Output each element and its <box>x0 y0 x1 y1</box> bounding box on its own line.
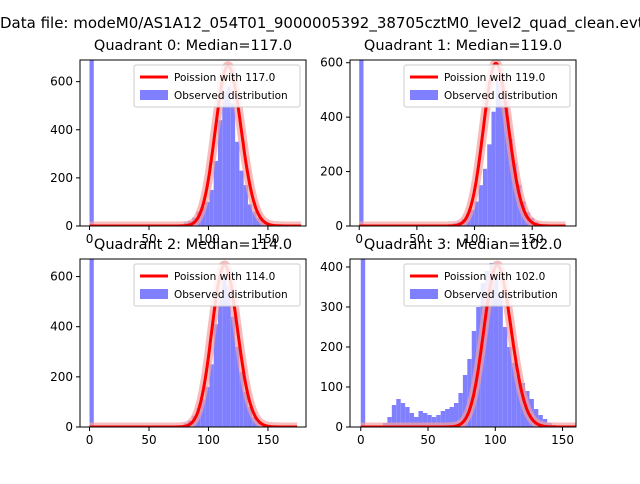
y-tick-label: 400 <box>50 123 73 137</box>
histogram-bar <box>209 190 213 226</box>
y-tick-label: 0 <box>335 420 343 434</box>
histogram-bar <box>491 112 495 226</box>
y-tick-label: 600 <box>50 270 73 284</box>
y-tick-label: 200 <box>320 340 343 354</box>
histogram-bar <box>222 91 226 226</box>
legend-swatch-bar <box>410 90 438 100</box>
subplot-quadrant-2: 0 50 100 150 0 200 400 600 Quadrant 2: Median=11… <box>50 237 306 447</box>
histogram-bar <box>479 185 483 226</box>
y-tick-label: 0 <box>65 420 73 434</box>
subplot-title: Quadrant 3: Median=102.0 <box>364 237 562 253</box>
histogram-bar <box>483 169 487 226</box>
y-tick-label: 200 <box>50 370 73 384</box>
x-tick-label: 0 <box>357 433 365 447</box>
histogram-bar <box>503 327 507 427</box>
x-tick-label: 100 <box>484 433 507 447</box>
y-tick-label: 0 <box>335 219 343 233</box>
histogram-bar <box>487 144 491 226</box>
figure-suptitle: Data file: modeM0/AS1A12_054T01_90000053… <box>0 14 640 32</box>
y-tick-label: 400 <box>320 260 343 274</box>
legend-label-poisson: Poission with 117.0 <box>174 72 275 84</box>
legend-label-observed: Observed distribution <box>174 289 288 301</box>
y-tick-label: 100 <box>320 380 343 394</box>
legend-label-observed: Observed distribution <box>444 289 558 301</box>
y-tick-label: 200 <box>50 171 73 185</box>
histogram-bar <box>218 297 222 427</box>
y-tick-label: 300 <box>320 300 343 314</box>
x-tick-label: 150 <box>551 433 574 447</box>
y-tick-label: 0 <box>65 219 73 233</box>
legend-label-observed: Observed distribution <box>444 90 558 102</box>
histogram-bar <box>90 259 94 427</box>
histogram-bar <box>498 295 502 427</box>
legend-swatch-bar <box>410 289 438 299</box>
histogram-bar <box>90 60 94 226</box>
x-tick-label: 0 <box>355 232 363 246</box>
histogram-bar <box>239 171 243 226</box>
legend: Poission with 119.0 Observed distribution <box>404 65 570 107</box>
legend-label-poisson: Poission with 114.0 <box>174 271 275 283</box>
x-tick-label: 0 <box>86 232 94 246</box>
legend: Poission with 102.0 Observed distribution <box>404 264 570 306</box>
legend-swatch-bar <box>140 289 168 299</box>
x-tick-label: 100 <box>197 433 220 447</box>
histogram-bar <box>359 60 363 226</box>
legend-label-observed: Observed distribution <box>174 90 288 102</box>
subplot-title: Quadrant 2: Median=114.0 <box>94 237 292 253</box>
y-tick-label: 600 <box>320 56 343 70</box>
histogram-bar <box>235 142 239 226</box>
histogram-bar <box>214 161 218 226</box>
histogram-bar <box>507 347 511 427</box>
x-tick-label: 50 <box>420 433 435 447</box>
x-tick-label: 0 <box>86 433 94 447</box>
legend-label-poisson: Poission with 102.0 <box>444 271 545 283</box>
subplot-title: Quadrant 1: Median=119.0 <box>364 38 562 54</box>
x-tick-label: 150 <box>256 433 279 447</box>
histogram-bar <box>231 103 235 226</box>
histogram-bar <box>361 259 365 427</box>
y-tick-label: 200 <box>320 165 343 179</box>
subplot-quadrant-3: 0 50 100 150 0 100 200 300 400 Quadrant 3: Median… <box>320 237 578 447</box>
legend-swatch-bar <box>140 90 168 100</box>
y-tick-label: 600 <box>50 75 73 89</box>
y-tick-label: 400 <box>320 110 343 124</box>
legend: Poission with 117.0 Observed distribution <box>134 65 300 107</box>
y-tick-label: 400 <box>50 320 73 334</box>
x-tick-label: 50 <box>141 433 156 447</box>
legend-label-poisson: Poission with 119.0 <box>444 72 545 84</box>
legend: Poission with 114.0 Observed distribution <box>134 264 300 306</box>
subplot-title: Quadrant 0: Median=117.0 <box>94 38 292 54</box>
